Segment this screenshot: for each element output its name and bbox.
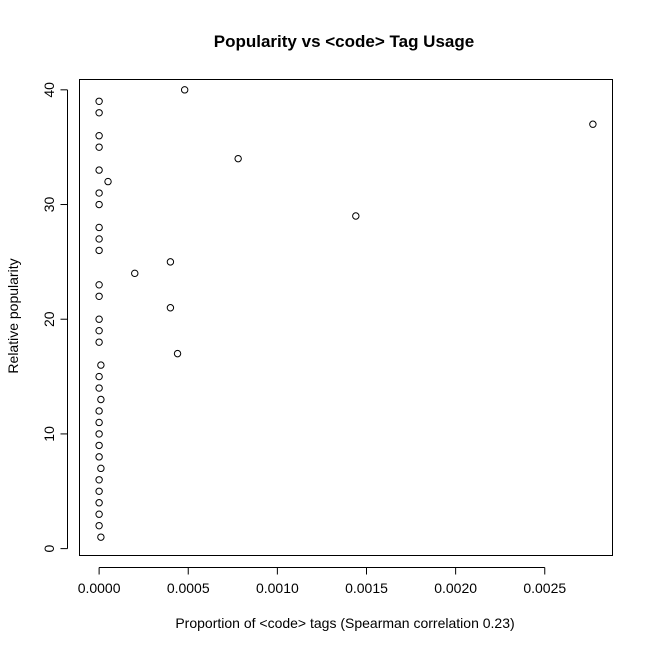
data-point <box>173 349 182 358</box>
chart-title: Popularity vs <code> Tag Usage <box>214 32 474 51</box>
x-tick-label: 0.0015 <box>345 580 388 596</box>
data-point <box>95 292 103 300</box>
data-point <box>95 338 103 346</box>
x-tick-label: 0.0020 <box>434 580 477 596</box>
data-point <box>95 407 103 415</box>
data-point <box>95 132 103 140</box>
x-tick-label: 0.0000 <box>78 580 121 596</box>
data-point <box>97 464 105 473</box>
data-point <box>95 189 103 197</box>
data-point <box>95 143 103 151</box>
data-point <box>95 384 103 392</box>
data-point <box>95 223 103 232</box>
data-point <box>95 281 103 289</box>
data-point <box>97 361 105 369</box>
data-point <box>95 476 103 484</box>
data-point <box>95 453 103 461</box>
x-axis: 0.0000 0.0005 0.0010 0.0015 0.0020 0.0025 <box>78 567 566 596</box>
data-point <box>131 269 139 278</box>
y-tick-label: 20 <box>41 311 57 327</box>
plot-frame <box>79 79 613 556</box>
data-point <box>95 510 103 518</box>
data-point <box>97 533 105 541</box>
data-point <box>95 418 103 427</box>
y-axis-label: Relative popularity <box>5 258 21 373</box>
data-point <box>95 200 103 209</box>
data-point <box>352 212 360 220</box>
data-point <box>97 395 105 404</box>
data-point <box>166 304 175 312</box>
data-point <box>95 372 103 381</box>
data-point <box>95 441 103 450</box>
data-point <box>95 430 103 438</box>
data-point <box>95 487 103 495</box>
x-tick-label: 0.0010 <box>256 580 299 596</box>
data-point <box>95 246 103 255</box>
data-point <box>180 86 189 94</box>
data-point <box>589 120 597 128</box>
y-tick-label: 40 <box>41 82 57 98</box>
data-point <box>95 499 103 507</box>
y-tick-label: 30 <box>41 197 57 213</box>
y-tick-label: 10 <box>41 426 57 442</box>
data-point <box>234 154 242 163</box>
x-tick-label: 0.0025 <box>523 580 566 596</box>
data-point <box>166 258 175 266</box>
data-point <box>95 521 103 530</box>
y-axis: 0 10 20 30 40 <box>41 82 68 553</box>
data-points <box>95 86 597 541</box>
data-point <box>95 235 103 243</box>
data-point <box>95 166 103 174</box>
data-point <box>104 177 112 186</box>
data-point <box>95 97 103 105</box>
x-axis-label: Proportion of <code> tags (Spearman corr… <box>175 615 514 631</box>
x-tick-label: 0.0005 <box>167 580 210 596</box>
data-point <box>95 326 103 335</box>
data-point <box>95 315 103 323</box>
data-point <box>95 109 103 117</box>
y-tick-label: 0 <box>41 545 57 553</box>
